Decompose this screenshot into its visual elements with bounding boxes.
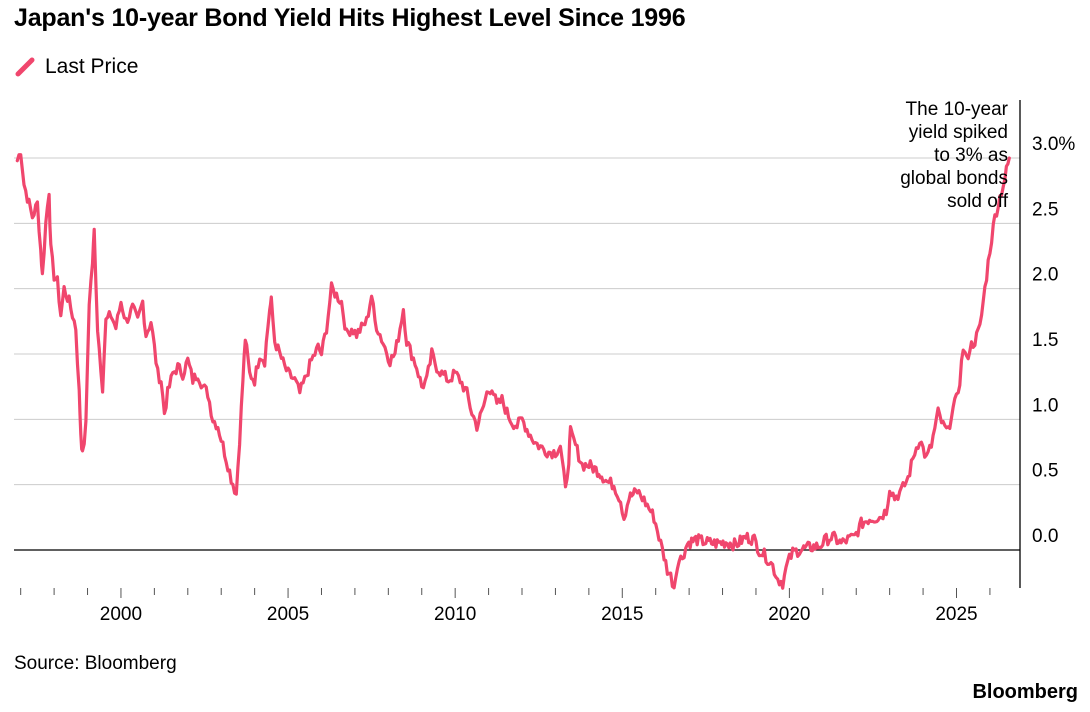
annotation-line: yield spiked xyxy=(908,122,1008,143)
x-tick-label: 2010 xyxy=(434,604,476,625)
annotation-line: to 3% as xyxy=(934,145,1008,166)
series-line-last-price xyxy=(15,153,1011,590)
y-tick-label: 1.0 xyxy=(1032,395,1058,416)
annotation-line: The 10-year xyxy=(905,99,1008,120)
x-tick-label: 2005 xyxy=(267,604,309,625)
x-tick-label: 2000 xyxy=(100,604,142,625)
x-tick-label: 2015 xyxy=(601,604,643,625)
y-tick-label: 2.0 xyxy=(1032,265,1058,286)
y-tick-label: 0.0 xyxy=(1032,526,1058,547)
y-tick-label: 3.0% xyxy=(1032,134,1075,155)
annotation-note: The 10-year yield spiked to 3% as global bo… xyxy=(900,98,1008,213)
x-tick-label: 2020 xyxy=(768,604,810,625)
chart-title: Japan's 10-year Bond Yield Hits Highest … xyxy=(14,4,686,32)
source-note: Source: Bloomberg xyxy=(14,653,177,674)
x-tick-label: 2025 xyxy=(935,604,977,625)
brand-logo: Bloomberg xyxy=(972,681,1078,703)
legend-swatch-icon xyxy=(15,57,35,77)
y-tick-label: 0.5 xyxy=(1032,461,1058,482)
annotation-line: sold off xyxy=(947,191,1008,212)
legend-label-last-price: Last Price xyxy=(45,55,139,78)
y-tick-label: 1.5 xyxy=(1032,330,1058,351)
y-tick-label: 2.5 xyxy=(1032,199,1058,220)
annotation-line: global bonds xyxy=(900,168,1008,189)
legend: Last Price xyxy=(14,54,138,80)
